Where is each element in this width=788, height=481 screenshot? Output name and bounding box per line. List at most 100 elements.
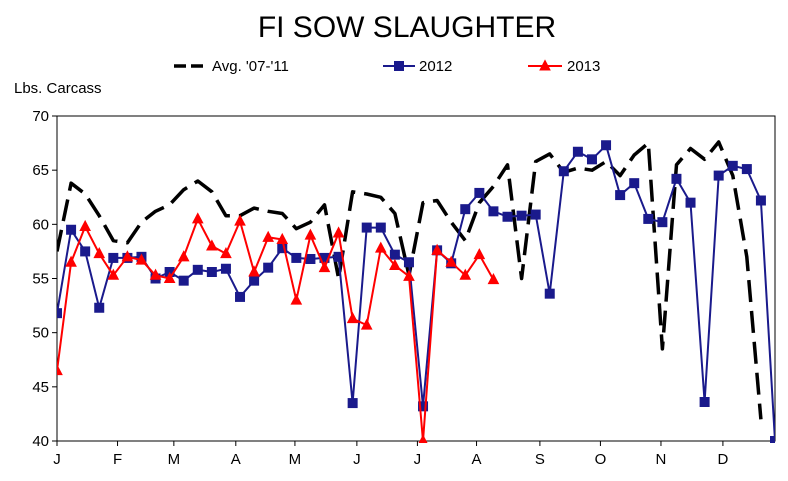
square-marker — [474, 187, 485, 198]
triangle-marker — [206, 239, 218, 251]
legend-label: Avg. '07-'11 — [212, 58, 289, 75]
triangle-marker — [473, 248, 486, 260]
square-marker — [263, 262, 274, 273]
x-tick-label: A — [472, 451, 482, 468]
triangle-marker — [135, 253, 148, 265]
triangle-marker — [248, 265, 260, 277]
y-axis: 40 45 50 55 60 65 70 — [32, 108, 57, 450]
square-marker — [206, 267, 217, 277]
x-tick-label: M — [168, 451, 181, 468]
x-tick-label: J — [414, 451, 422, 468]
square-marker — [601, 140, 612, 151]
plot-area — [56, 115, 776, 442]
triangle-marker — [418, 434, 428, 443]
triangle-marker — [487, 273, 500, 285]
legend-label: 2012 — [419, 58, 452, 75]
series-2013 — [57, 212, 500, 443]
square-marker — [389, 249, 400, 260]
square-marker — [615, 190, 626, 201]
square-marker — [727, 160, 738, 171]
square-marker — [291, 252, 302, 263]
square-marker — [558, 166, 569, 177]
x-tick-label: S — [535, 451, 545, 468]
triangle-marker — [65, 255, 77, 267]
y-tick-label: 55 — [32, 271, 49, 288]
triangle-marker — [318, 261, 331, 273]
square-marker — [586, 154, 597, 165]
y-tick-label: 40 — [32, 433, 49, 450]
square-marker — [671, 173, 682, 184]
y-axis-label: Lbs. Carcass — [14, 80, 102, 97]
triangle-marker — [276, 232, 289, 244]
square-marker — [572, 146, 583, 157]
square-marker — [629, 178, 640, 189]
triangle-marker — [191, 212, 204, 224]
square-marker — [770, 436, 775, 443]
square-marker — [643, 213, 654, 224]
square-marker — [80, 246, 91, 257]
triangle-marker — [459, 268, 472, 280]
triangle-marker — [290, 293, 303, 305]
square-marker — [460, 204, 471, 215]
square-marker — [375, 222, 386, 233]
triangle-marker — [121, 250, 134, 262]
square-marker — [57, 308, 62, 319]
square-marker — [741, 164, 752, 175]
triangle-marker — [163, 271, 176, 283]
square-marker — [235, 291, 246, 302]
triangle-marker — [332, 226, 345, 238]
x-tick-label: A — [231, 451, 241, 468]
square-marker — [418, 401, 429, 412]
legend-label: 2013 — [567, 58, 600, 75]
square-marker — [713, 170, 724, 181]
chart-title: FI SOW SLAUGHTER — [258, 11, 556, 44]
square-marker — [305, 254, 316, 264]
square-marker — [488, 206, 499, 217]
y-tick-label: 60 — [32, 216, 49, 233]
series-layer — [57, 140, 775, 443]
square-marker — [66, 224, 77, 235]
triangle-marker — [93, 247, 106, 259]
square-marker — [108, 252, 119, 263]
y-tick-label: 65 — [32, 162, 49, 179]
series-2012 — [57, 140, 775, 443]
square-marker — [502, 211, 513, 222]
legend: Avg. '07-'11 2012 2013 — [174, 58, 600, 75]
square-marker — [347, 398, 358, 409]
triangle-marker — [234, 214, 246, 226]
square-marker — [530, 209, 541, 220]
y-tick-label: 45 — [32, 379, 49, 396]
triangle-marker — [445, 255, 458, 267]
triangle-marker — [107, 268, 120, 280]
triangle-marker — [539, 59, 551, 71]
square-marker — [699, 397, 710, 407]
triangle-marker — [360, 318, 373, 330]
square-marker — [685, 197, 696, 208]
x-tick-label: O — [595, 451, 607, 468]
x-tick-label: F — [113, 451, 122, 468]
triangle-marker — [403, 269, 415, 281]
square-marker — [94, 302, 105, 313]
triangle-marker — [262, 230, 275, 242]
triangle-marker — [304, 228, 317, 240]
triangle-marker — [374, 241, 387, 253]
triangle-marker — [149, 268, 162, 280]
y-tick-label: 70 — [32, 108, 49, 125]
triangle-marker — [177, 250, 190, 262]
square-marker — [249, 275, 260, 286]
square-marker — [394, 61, 404, 71]
x-tick-label: M — [289, 451, 302, 468]
triangle-marker — [431, 243, 443, 255]
triangle-marker — [346, 312, 359, 324]
square-marker — [220, 263, 231, 274]
square-marker — [755, 195, 766, 206]
x-tick-label: N — [656, 451, 667, 468]
square-marker — [192, 264, 203, 275]
square-marker — [544, 288, 555, 299]
x-tick-label: D — [717, 451, 728, 468]
triangle-marker — [389, 258, 401, 270]
series-line — [57, 144, 775, 442]
triangle-marker — [220, 247, 232, 259]
square-marker — [178, 275, 189, 286]
